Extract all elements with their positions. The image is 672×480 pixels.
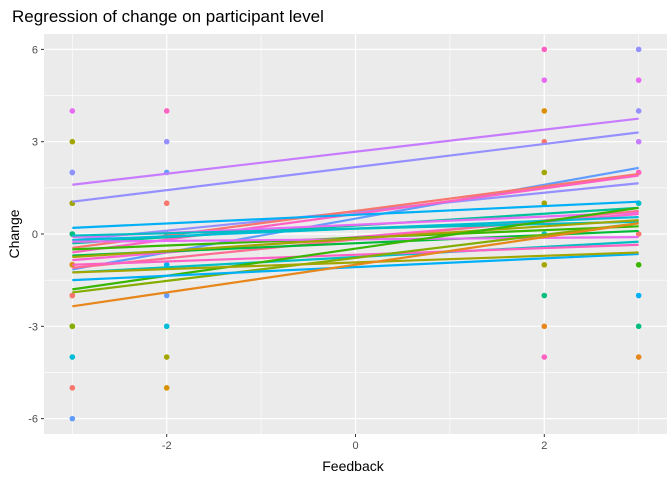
data-point [69, 415, 76, 422]
data-point [69, 169, 76, 176]
data-point [163, 385, 170, 391]
data-point [635, 108, 642, 114]
data-point [69, 108, 76, 114]
data-point [69, 138, 76, 145]
y-axis-title: Change [6, 209, 22, 258]
y-tick-label: -3 [28, 321, 38, 333]
y-axis-ticks: -6 -3 0 3 6 [28, 44, 44, 426]
x-tick-label: 2 [541, 440, 547, 452]
x-tick-label: 0 [352, 440, 358, 452]
data-point [541, 169, 548, 176]
regression-line [72, 243, 639, 266]
data-point [635, 292, 642, 299]
data-points [69, 46, 642, 422]
data-point [69, 261, 76, 268]
data-point [635, 354, 642, 360]
regression-line [72, 131, 639, 203]
regression-line [72, 222, 639, 308]
data-point [541, 46, 548, 53]
data-point [163, 108, 170, 114]
regression-line [72, 200, 639, 229]
data-point [541, 323, 548, 330]
data-point [69, 354, 76, 360]
x-axis-ticks: -2 0 2 [162, 434, 547, 452]
y-tick-label: 0 [32, 229, 38, 241]
y-tick-label: 6 [32, 44, 38, 56]
data-point [635, 261, 642, 268]
data-point [69, 292, 76, 299]
regression-line [72, 117, 639, 186]
x-axis-title: Feedback [322, 458, 384, 474]
y-tick-label: -6 [28, 414, 38, 426]
data-point [541, 292, 548, 299]
data-point [541, 108, 548, 114]
data-point [635, 231, 642, 237]
data-point [635, 77, 642, 83]
regression-line [72, 251, 639, 274]
data-point [69, 323, 76, 330]
data-point [163, 323, 170, 330]
data-point [635, 46, 642, 53]
data-point [541, 354, 548, 360]
data-point [541, 200, 548, 207]
data-point [163, 354, 170, 360]
regression-line [72, 219, 639, 259]
data-point [635, 323, 642, 330]
data-point [163, 200, 170, 207]
chart-title: Regression of change on participant leve… [12, 7, 324, 26]
data-point [635, 138, 642, 145]
regression-line [72, 220, 639, 237]
regression-line [72, 222, 639, 294]
data-point [69, 385, 76, 391]
data-point [163, 138, 170, 145]
data-point [541, 77, 548, 83]
x-tick-label: -2 [162, 440, 172, 452]
y-tick-label: 3 [32, 137, 38, 149]
regression-line [72, 252, 639, 282]
data-point [163, 292, 170, 299]
regression-lines [72, 117, 639, 308]
data-point [541, 261, 548, 268]
